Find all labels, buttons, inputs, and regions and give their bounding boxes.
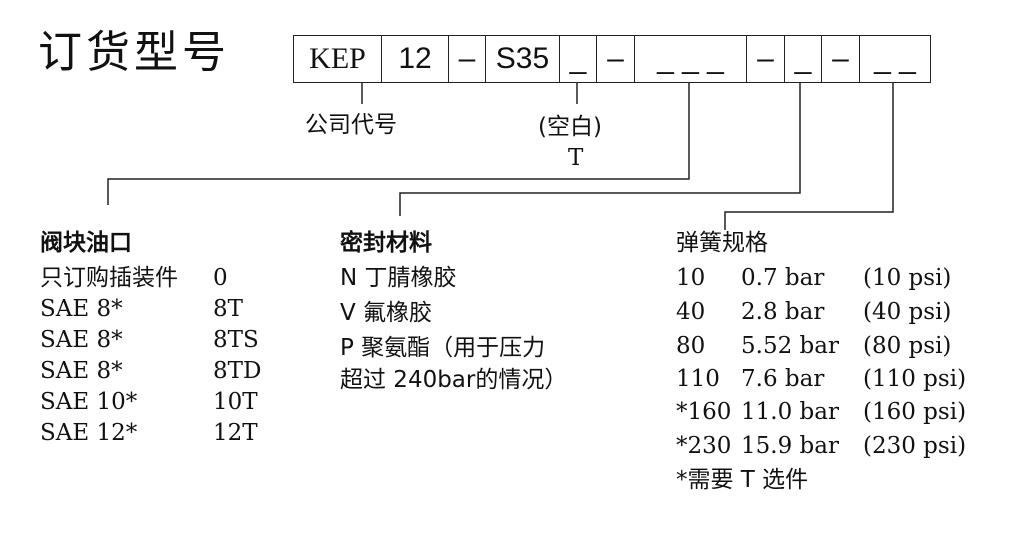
spring-psi: (230 psi): [863, 433, 967, 459]
ports-desc: SAE 8*: [40, 358, 123, 384]
spring-code: 110: [676, 366, 720, 392]
ports-code: 8TS: [213, 327, 259, 353]
ports-desc: SAE 8*: [40, 296, 123, 322]
springs-note: *需要 T 选件: [676, 467, 809, 493]
ports-code: 12T: [213, 420, 258, 446]
ports-desc: SAE 12*: [40, 420, 138, 446]
seals-heading: 密封材料: [340, 230, 432, 256]
ports-heading: 阀块油口: [40, 230, 132, 256]
seal-item: N 丁腈橡胶: [340, 265, 457, 291]
ports-code: 8TD: [213, 358, 262, 384]
ports-code: 8T: [213, 296, 243, 322]
ports-code: 0: [213, 265, 228, 291]
ports-desc: 只订购插装件: [40, 265, 178, 291]
seal-item: P 聚氨酯（用于压力: [340, 335, 546, 361]
spring-bar: 2.8 bar: [741, 299, 825, 325]
spring-code: 80: [676, 333, 706, 359]
leader-seal: [399, 83, 801, 216]
t-label: T: [568, 145, 584, 171]
spring-bar: 15.9 bar: [741, 433, 839, 459]
seal-item: V 氟橡胶: [340, 300, 433, 326]
code-box-company: KEP: [293, 35, 382, 83]
leader-spring: [724, 83, 894, 230]
code-box-size: 12: [381, 35, 449, 83]
spring-code: *160: [676, 399, 732, 425]
leader-ports: [107, 83, 690, 205]
blank-label: (空白): [538, 114, 602, 140]
spring-code: *230: [676, 433, 732, 459]
seal-item: 超过 240bar的情况）: [340, 367, 568, 393]
ports-desc: SAE 10*: [40, 389, 138, 415]
spring-psi: (40 psi): [863, 299, 952, 325]
code-box-spring: _ _: [859, 35, 931, 83]
ports-code: 10T: [213, 389, 258, 415]
spring-psi: (80 psi): [863, 333, 952, 359]
page-title: 订货型号: [38, 27, 230, 78]
spring-psi: (160 psi): [863, 399, 967, 425]
spring-code: 10: [676, 265, 706, 291]
code-box-ports: _ _ _: [634, 35, 747, 83]
spring-bar: 0.7 bar: [741, 265, 825, 291]
springs-heading: 弹簧规格: [676, 230, 768, 256]
ports-desc: SAE 8*: [40, 327, 123, 353]
spring-bar: 5.52 bar: [741, 333, 839, 359]
company-code-label: 公司代号: [305, 112, 397, 138]
spring-bar: 7.6 bar: [741, 366, 825, 392]
spring-psi: (110 psi): [863, 366, 967, 392]
spring-psi: (10 psi): [863, 265, 952, 291]
code-box-model: S35: [485, 35, 560, 83]
spring-code: 40: [676, 299, 706, 325]
spring-bar: 11.0 bar: [741, 399, 839, 425]
